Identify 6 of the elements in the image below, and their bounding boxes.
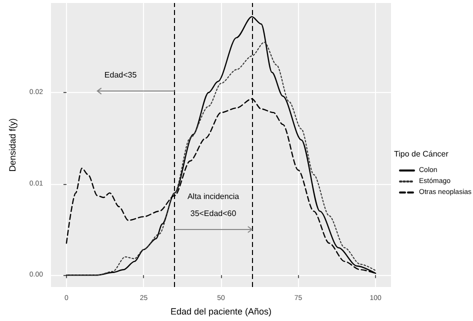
legend-title: Tipo de Cáncer: [394, 150, 449, 158]
annotation: Edad<35: [104, 70, 138, 80]
annotation: 35<Edad<60: [190, 208, 237, 218]
y-axis-title: Densidad f(y): [8, 118, 18, 172]
annotation: Alta incidencia: [187, 192, 240, 201]
x-axis-title: Edad del paciente (Años): [170, 306, 272, 316]
